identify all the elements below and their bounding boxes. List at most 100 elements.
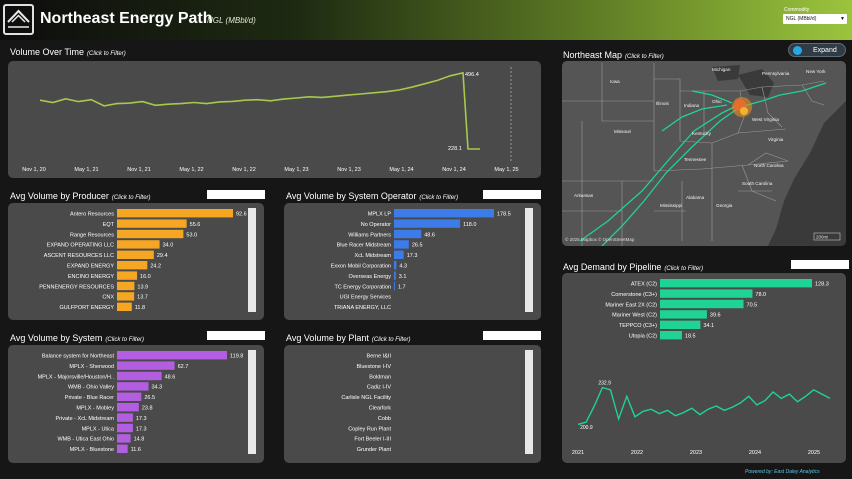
demand-series-line[interactable] [577, 386, 831, 426]
bar-category-label: TRIANA ENERGY, LLC [334, 305, 391, 311]
bar-category-label: Utopia (C2) [629, 333, 657, 339]
plant-item[interactable]: Bluestone I-IV [356, 364, 391, 370]
volume-series-line[interactable] [39, 71, 480, 150]
plant-item[interactable]: Cobb [378, 416, 391, 422]
system-bar-chart[interactable]: Balance system for Northeast 119.8 MPLX - … [8, 345, 264, 463]
bar[interactable] [660, 310, 707, 319]
bar[interactable] [117, 361, 175, 370]
bar[interactable] [117, 403, 139, 412]
bar[interactable] [117, 292, 135, 301]
commodity-dropdown[interactable]: NGL (MBbl/d) ▼ [783, 14, 847, 24]
chevron-down-icon: ▼ [840, 16, 845, 22]
plant-list[interactable]: Berne I&II Bluestone I-IV Boldman Cadiz I-I… [284, 345, 541, 463]
bar[interactable] [394, 250, 404, 259]
bar[interactable] [394, 209, 494, 218]
bar-category-label: ENCINO ENERGY [68, 274, 114, 280]
bar[interactable] [117, 271, 138, 280]
producer-search-input[interactable] [207, 190, 265, 199]
bar[interactable] [117, 240, 160, 249]
plant-item[interactable]: Carlisle NGL Facility [341, 395, 391, 401]
bar-value-label: 17.3 [407, 253, 418, 259]
bar-category-label: Range Resources [70, 232, 114, 238]
bar[interactable] [394, 240, 409, 249]
x-tick-label: May 1, 23 [284, 167, 308, 173]
bar[interactable] [660, 289, 753, 298]
bar[interactable] [660, 279, 812, 288]
plant-search-input[interactable] [483, 331, 541, 340]
bar[interactable] [117, 209, 233, 218]
plant-item[interactable]: Fort Beeler I-III [354, 437, 391, 443]
operator-bar-chart[interactable]: MPLX LP 178.5 No Operator 118.0 Williams Par… [284, 203, 541, 320]
state-label: South Carolina [742, 181, 773, 186]
pipeline-title: Avg Demand by Pipeline (Click to Filter) [563, 262, 704, 272]
state-label: Arkansas [574, 193, 594, 198]
bar[interactable] [660, 299, 744, 309]
plant-item[interactable]: Copley Run Plant [348, 426, 391, 432]
bar[interactable] [117, 444, 128, 453]
demand-trend-chart[interactable]: 232.9 200.9 2021 2022 2023 2024 2025 [562, 353, 846, 463]
plant-item[interactable]: Clearfork [369, 406, 392, 412]
bar-category-label: PENNENERGY RESOURCES [39, 284, 114, 290]
volume-over-time-panel[interactable]: 496.4 228.1 Nov 1, 20 May 1, 21 Nov 1, 21 May… [8, 61, 541, 178]
bar[interactable] [117, 351, 227, 360]
volume-over-time-chart[interactable]: 496.4 228.1 Nov 1, 20 May 1, 21 Nov 1, 21 May… [8, 61, 541, 178]
bar[interactable] [117, 434, 131, 443]
bar-value-label: 4.3 [399, 263, 407, 269]
bar[interactable] [117, 219, 187, 228]
bar-value-label: 128.3 [815, 281, 829, 287]
map-panel[interactable]: Michigan New York Iowa Illinois Indiana Ohio P… [562, 61, 846, 246]
bar[interactable] [117, 261, 148, 270]
bar[interactable] [394, 261, 397, 270]
bar-value-label: 17.3 [136, 416, 147, 422]
bar[interactable] [117, 423, 133, 433]
bar[interactable] [117, 371, 162, 381]
plant-item[interactable]: Berne I&II [367, 354, 392, 360]
scrollbar[interactable] [525, 350, 533, 454]
bar[interactable] [117, 302, 132, 311]
pipeline-bar-chart[interactable]: ATEX (C2) 128.3 Cornerstone (C3+) 78.0 Marin… [562, 273, 846, 353]
bar-value-label: 26.5 [144, 395, 155, 401]
bar-category-label: Exxon Mobil Corporation [331, 263, 391, 269]
bar[interactable] [394, 229, 422, 239]
bar-category-label: Mariner West (C2) [612, 313, 657, 319]
bar[interactable] [117, 392, 142, 401]
plant-item[interactable]: Boldman [369, 374, 391, 380]
commodity-value: NGL (MBbl/d) [786, 16, 817, 22]
trend-low-label: 200.9 [580, 425, 593, 431]
pipeline-routes [579, 82, 827, 246]
state-label: Kentucky [692, 131, 712, 136]
x-tick-label: Nov 1, 24 [442, 167, 466, 173]
map-scale-bar [813, 232, 841, 241]
state-label: New York [806, 69, 826, 74]
bar-category-label: ATEX (C2) [631, 281, 657, 287]
bar[interactable] [117, 250, 154, 259]
scrollbar[interactable] [525, 208, 533, 312]
bar[interactable] [117, 413, 133, 422]
producer-panel: Antero Resources 92.6 EQT 55.6 Range Resourc… [8, 203, 264, 320]
bar-category-label: No Operator [361, 222, 391, 228]
pipeline-search-input[interactable] [791, 260, 849, 269]
operator-search-input[interactable] [483, 190, 541, 199]
scrollbar[interactable] [248, 208, 256, 312]
bar[interactable] [394, 281, 395, 291]
bar-category-label: WMB - Utica East Ohio [57, 437, 114, 443]
plant-item[interactable]: Grunder Plant [357, 447, 392, 453]
production-hotspot[interactable] [732, 97, 752, 117]
bar[interactable] [394, 219, 461, 228]
producer-bar-chart[interactable]: Antero Resources 92.6 EQT 55.6 Range Resourc… [8, 203, 264, 320]
app-header: Northeast Energy Path NGL (MBbl/d) Commo… [0, 0, 852, 40]
bar[interactable] [117, 281, 135, 291]
northeast-map[interactable]: Michigan New York Iowa Illinois Indiana Ohio P… [562, 61, 846, 246]
plant-item[interactable]: Cadiz I-IV [367, 385, 391, 391]
bar[interactable] [117, 229, 184, 239]
bar[interactable] [117, 382, 149, 391]
bar[interactable] [394, 271, 396, 280]
bar[interactable] [660, 331, 682, 340]
scrollbar[interactable] [248, 350, 256, 454]
expand-button[interactable]: Expand [788, 43, 846, 57]
bar-category-label: UGI Energy Services [340, 295, 392, 301]
pipeline-panel: ATEX (C2) 128.3 Cornerstone (C3+) 78.0 Marin… [562, 273, 846, 463]
bar[interactable] [660, 320, 701, 329]
state-label: Michigan [712, 67, 731, 72]
system-search-input[interactable] [207, 331, 265, 340]
